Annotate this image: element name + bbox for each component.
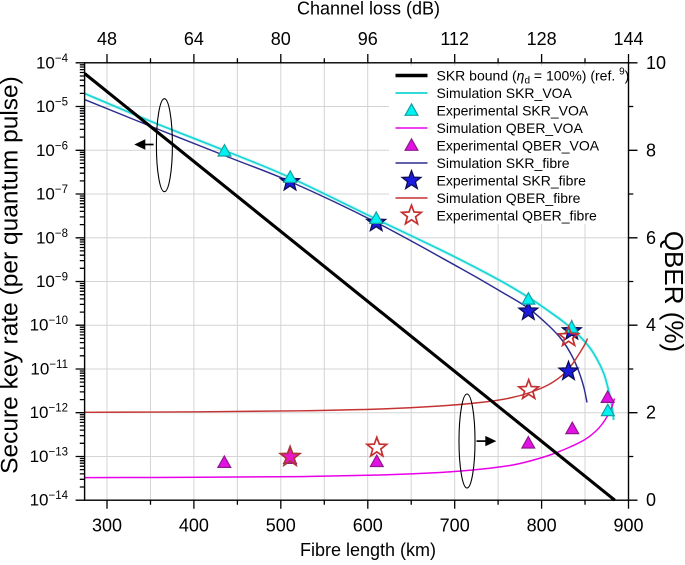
svg-text:Simulation QBER_fibre: Simulation QBER_fibre <box>437 190 581 206</box>
svg-text:2: 2 <box>646 403 656 423</box>
svg-text:Channel loss (dB): Channel loss (dB) <box>297 0 440 19</box>
svg-text:500: 500 <box>266 516 296 536</box>
svg-text:Simulation SKR_VOA: Simulation SKR_VOA <box>437 85 573 101</box>
svg-text:Experimental QBER_VOA: Experimental QBER_VOA <box>437 138 600 154</box>
svg-text:144: 144 <box>613 29 643 49</box>
svg-text:800: 800 <box>527 516 557 536</box>
svg-text:900: 900 <box>613 516 643 536</box>
svg-text:64: 64 <box>184 29 204 49</box>
svg-text:128: 128 <box>527 29 557 49</box>
svg-text:10: 10 <box>646 53 666 73</box>
svg-text:QBER (%): QBER (%) <box>659 231 685 352</box>
svg-text:112: 112 <box>440 29 469 49</box>
svg-text:Experimental QBER_fibre: Experimental QBER_fibre <box>437 208 598 224</box>
svg-text:700: 700 <box>440 516 470 536</box>
svg-text:Experimental SKR_VOA: Experimental SKR_VOA <box>437 103 589 119</box>
svg-text:96: 96 <box>358 29 378 49</box>
svg-text:8: 8 <box>646 140 656 160</box>
svg-text:6: 6 <box>646 228 656 248</box>
svg-text:Secure key rate (per quantum p: Secure key rate (per quantum pulse) <box>0 76 24 474</box>
svg-text:80: 80 <box>271 29 291 49</box>
svg-text:4: 4 <box>646 315 656 335</box>
svg-text:SKR bound (ηd = 100%) (ref. 9): SKR bound (ηd = 100%) (ref. 9) <box>437 67 630 87</box>
svg-text:300: 300 <box>92 516 122 536</box>
svg-text:600: 600 <box>353 516 383 536</box>
svg-text:48: 48 <box>97 29 117 49</box>
svg-text:400: 400 <box>179 516 209 536</box>
svg-text:Experimental SKR_fibre: Experimental SKR_fibre <box>437 173 587 189</box>
svg-text:Simulation SKR_fibre: Simulation SKR_fibre <box>437 155 570 171</box>
svg-text:Fibre length (km): Fibre length (km) <box>300 540 436 560</box>
svg-text:0: 0 <box>646 490 656 510</box>
svg-text:Simulation QBER_VOA: Simulation QBER_VOA <box>437 120 584 136</box>
